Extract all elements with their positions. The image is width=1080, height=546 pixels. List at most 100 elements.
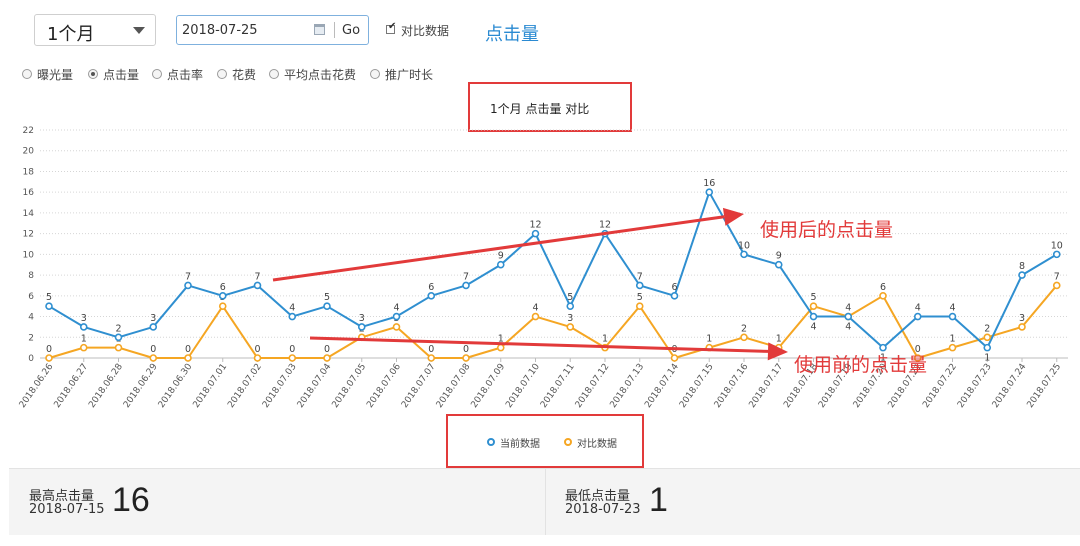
y-tick-label: 22: [23, 126, 34, 136]
data-point-compare: [218, 302, 227, 310]
data-label-current: 3: [81, 313, 87, 324]
legend-label-compare: 对比数据: [577, 439, 617, 450]
data-point-current: [774, 260, 783, 269]
data-point-current: [705, 188, 714, 196]
radio-button[interactable]: [269, 69, 279, 79]
radio-button[interactable]: [22, 69, 32, 79]
data-point-compare: [114, 343, 123, 352]
x-tick-label: 2018.07.15: [678, 362, 716, 410]
legend-highlight-box: [446, 414, 644, 468]
data-label-current: 7: [185, 271, 191, 282]
data-label-current: 6: [428, 282, 434, 293]
x-tick-label: 2018.07.08: [435, 362, 473, 410]
data-point-current: [288, 312, 297, 321]
period-select[interactable]: 1个月: [34, 14, 156, 46]
data-label-current: 7: [254, 271, 260, 282]
data-label-current: 1: [984, 353, 990, 364]
x-tick-label: 2018.06.29: [122, 362, 160, 410]
radio-label: 曝光量: [37, 68, 74, 82]
data-point-compare: [149, 354, 158, 362]
compare-checkbox[interactable]: ✔: [386, 21, 396, 34]
data-point-current: [496, 260, 505, 269]
data-label-compare: 3: [1019, 313, 1025, 324]
data-label-current: 5: [324, 292, 330, 303]
radio-button[interactable]: [152, 69, 162, 79]
min-stat-value: 1: [649, 481, 668, 519]
x-tick-label: 2018.06.30: [157, 362, 195, 410]
data-point-compare: [879, 292, 887, 300]
annotation-arrow-after-shaft: [272, 215, 725, 282]
data-point-compare: [1052, 281, 1061, 290]
legend-label-current: 当前数据: [500, 439, 540, 450]
data-label-current: 4: [393, 303, 399, 314]
data-point-current: [983, 343, 992, 352]
data-label-compare: 1: [602, 334, 608, 345]
y-tick-label: 14: [23, 209, 35, 219]
data-label-current: 12: [599, 220, 611, 231]
data-label-compare: 4: [845, 303, 851, 314]
data-label-current: 9: [498, 251, 504, 262]
annotation-arrow-after-head: [722, 207, 744, 226]
data-point-current: [809, 312, 818, 321]
data-point-current: [913, 312, 922, 321]
period-select-value: 1个月: [47, 24, 95, 45]
go-button[interactable]: Go: [342, 23, 361, 38]
data-label-current: 4: [845, 322, 851, 333]
data-point-current: [149, 323, 158, 331]
date-input[interactable]: 2018-07-25 Go: [176, 15, 369, 45]
data-label-compare: 2: [984, 323, 990, 334]
x-tick-label: 2018.07.25: [1025, 362, 1063, 410]
series-line-compare: [48, 284, 1058, 359]
data-label-current: 16: [703, 178, 715, 189]
data-label-current: 12: [529, 220, 541, 231]
data-point-compare: [253, 354, 262, 362]
x-tick-label: 2018.07.17: [747, 362, 785, 410]
data-label-compare: 1: [776, 334, 782, 345]
data-point-current: [253, 281, 262, 290]
radio-button[interactable]: [370, 69, 380, 79]
data-point-compare: [427, 354, 436, 362]
radio-label: 花费: [232, 68, 257, 82]
x-tick-label: 2018.07.05: [330, 362, 368, 410]
data-label-compare: 0: [463, 344, 469, 355]
data-point-current: [218, 292, 227, 300]
x-tick-label: 2018.07.02: [226, 362, 264, 410]
x-tick-label: 2018.06.26: [18, 362, 56, 410]
data-label-current: 10: [738, 240, 750, 251]
annotation-before: 使用前的点击量: [794, 354, 928, 376]
min-stat-label: 最低点击量: [565, 489, 631, 504]
data-label-current: 9: [776, 251, 782, 262]
data-label-current: 1: [880, 353, 886, 364]
annotation-arrow-before-shaft: [309, 336, 769, 353]
annotation-arrow-before-head: [767, 342, 788, 361]
calendar-icon[interactable]: [314, 24, 325, 35]
date-input-value: 2018-07-25: [182, 23, 258, 38]
x-tick-label: 2018.07.09: [469, 362, 507, 410]
data-label-compare: 0: [428, 344, 434, 355]
data-label-current: 3: [359, 313, 365, 324]
radio-button[interactable]: [88, 69, 98, 79]
stats-divider: [545, 469, 546, 535]
chevron-down-icon: [133, 27, 145, 34]
data-label-current: 5: [46, 292, 52, 303]
x-tick-label: 2018.07.06: [365, 362, 403, 410]
data-point-compare: [496, 343, 505, 352]
data-point-current: [462, 281, 470, 290]
data-point-compare: [1018, 323, 1026, 331]
data-label-current: 4: [915, 303, 921, 314]
stats-panel: 最高点击量 2018-07-15 16 最低点击量 2018-07-23 1: [9, 468, 1080, 535]
data-point-current: [427, 292, 436, 300]
max-stat-date: 2018-07-15: [29, 502, 105, 517]
data-point-compare: [392, 323, 401, 331]
data-point-compare: [670, 354, 679, 362]
data-point-compare: [531, 312, 540, 321]
y-tick-label: 18: [23, 167, 35, 177]
data-point-compare: [740, 333, 748, 342]
date-input-divider: [334, 22, 335, 38]
data-label-current: 7: [463, 271, 469, 282]
data-point-current: [879, 343, 887, 352]
radio-button[interactable]: [217, 69, 227, 79]
data-label-compare: 0: [915, 344, 921, 355]
min-stat-date: 2018-07-23: [565, 502, 641, 517]
